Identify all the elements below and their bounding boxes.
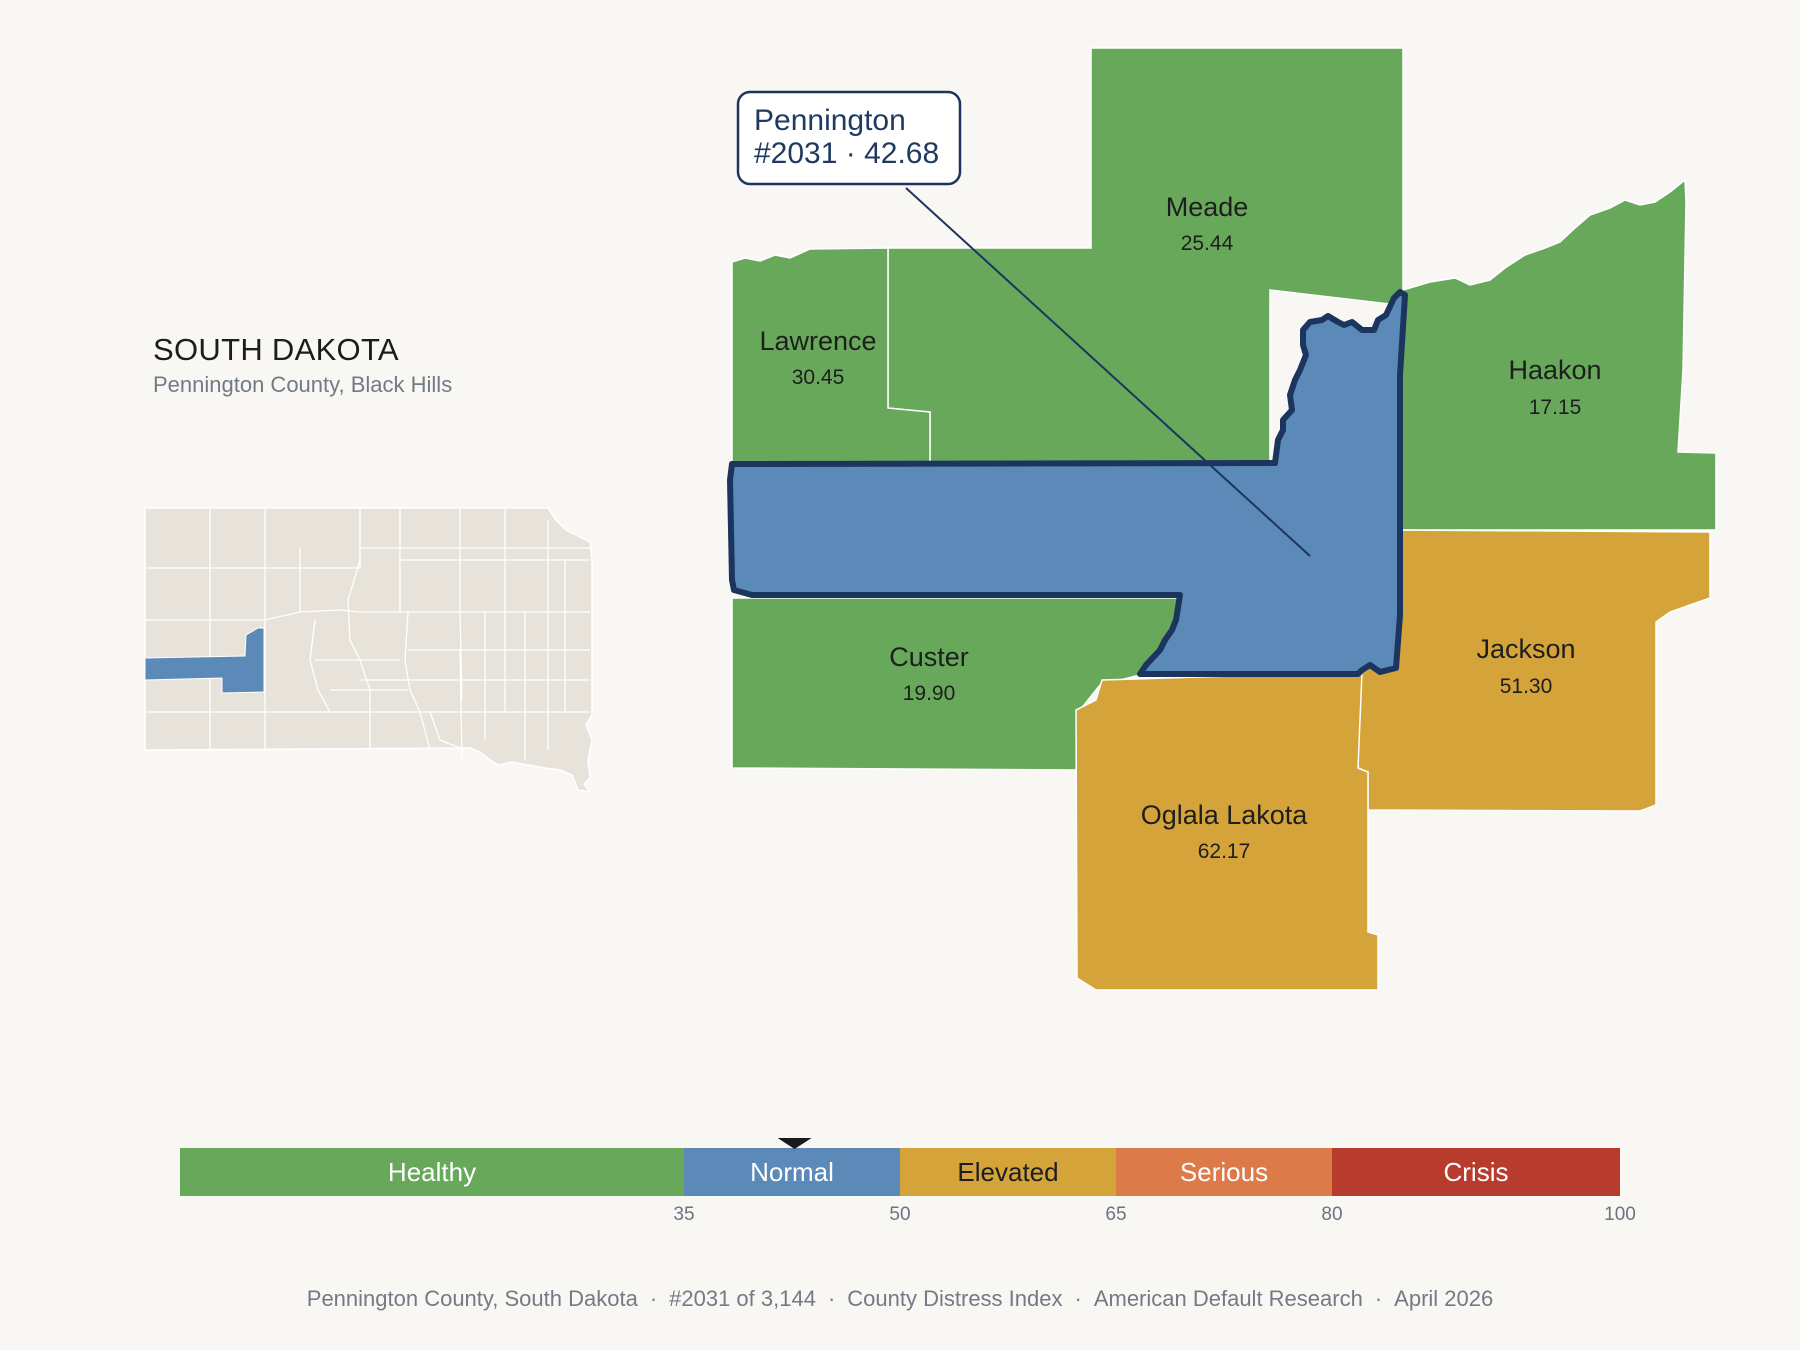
footer-source: American Default Research (1093, 1286, 1363, 1311)
legend-band-elevated (900, 1148, 1116, 1196)
legend-marker (777, 1138, 812, 1149)
county-haakon[interactable] (1397, 178, 1717, 531)
county-label-oglala-lakota: Oglala Lakota (1141, 800, 1309, 830)
state-title: SOUTH DAKOTA (153, 332, 399, 367)
county-label-jackson: Jackson (1476, 634, 1575, 664)
legend-tick-65: 65 (1105, 1204, 1126, 1225)
state-inset-map (144, 507, 593, 794)
distress-scale-legend: Healthy Normal Elevated Serious Crisis 35 50 6… (180, 1138, 1636, 1225)
legend-band-crisis (1332, 1148, 1620, 1196)
legend-tick-50: 50 (889, 1204, 910, 1225)
callout-county-name: Pennington (754, 104, 906, 137)
footer-index: County Distress Index (847, 1286, 1063, 1311)
legend-label-normal: Normal (750, 1157, 834, 1187)
county-map (727, 47, 1717, 991)
county-value-custer: 19.90 (903, 682, 956, 705)
footer-county: Pennington County, South Dakota (306, 1286, 638, 1311)
county-pennington[interactable] (727, 289, 1408, 677)
legend-band-normal (684, 1148, 900, 1196)
county-label-custer: Custer (889, 642, 969, 672)
county-label-haakon: Haakon (1508, 355, 1601, 385)
legend-label-crisis: Crisis (1444, 1157, 1509, 1187)
county-value-haakon: 17.15 (1529, 396, 1582, 419)
county-value-oglala-lakota: 62.17 (1198, 840, 1251, 863)
county-value-lawrence: 30.45 (792, 366, 845, 389)
legend-bands: Healthy Normal Elevated Serious Crisis (180, 1148, 1620, 1196)
pennington-callout: Pennington #2031 · 42.68 (736, 90, 1311, 557)
state-subtitle: Pennington County, Black Hills (153, 372, 453, 397)
footer-date: April 2026 (1394, 1286, 1494, 1311)
county-labels: Meade 25.44 Lawrence 30.45 Haakon 17.15 … (759, 192, 1601, 863)
county-oglala-lakota[interactable] (1075, 671, 1379, 991)
legend-tick-35: 35 (673, 1204, 694, 1225)
state-inset-outline (144, 507, 593, 794)
callout-rank-value: #2031 · 42.68 (754, 137, 939, 170)
legend-tick-100: 100 (1604, 1204, 1636, 1225)
county-jackson[interactable] (1357, 529, 1711, 812)
county-value-jackson: 51.30 (1500, 675, 1553, 698)
footer: Pennington County, South Dakota · #2031 of… (306, 1286, 1494, 1311)
county-value-meade: 25.44 (1181, 232, 1234, 255)
footer-rank: #2031 of 3,144 (669, 1286, 816, 1311)
legend-label-serious: Serious (1180, 1157, 1268, 1187)
legend-band-healthy (180, 1148, 684, 1196)
legend-tick-80: 80 (1321, 1204, 1342, 1225)
callout-leader-line (905, 187, 1311, 557)
legend-ticks: 35 50 65 80 100 (673, 1204, 1635, 1225)
legend-label-elevated: Elevated (957, 1157, 1058, 1187)
legend-band-serious (1116, 1148, 1332, 1196)
state-inset-pennington (144, 627, 265, 694)
legend-label-healthy: Healthy (388, 1157, 476, 1187)
county-label-lawrence: Lawrence (759, 326, 876, 356)
callout-box (736, 90, 962, 186)
county-label-meade: Meade (1166, 192, 1249, 222)
